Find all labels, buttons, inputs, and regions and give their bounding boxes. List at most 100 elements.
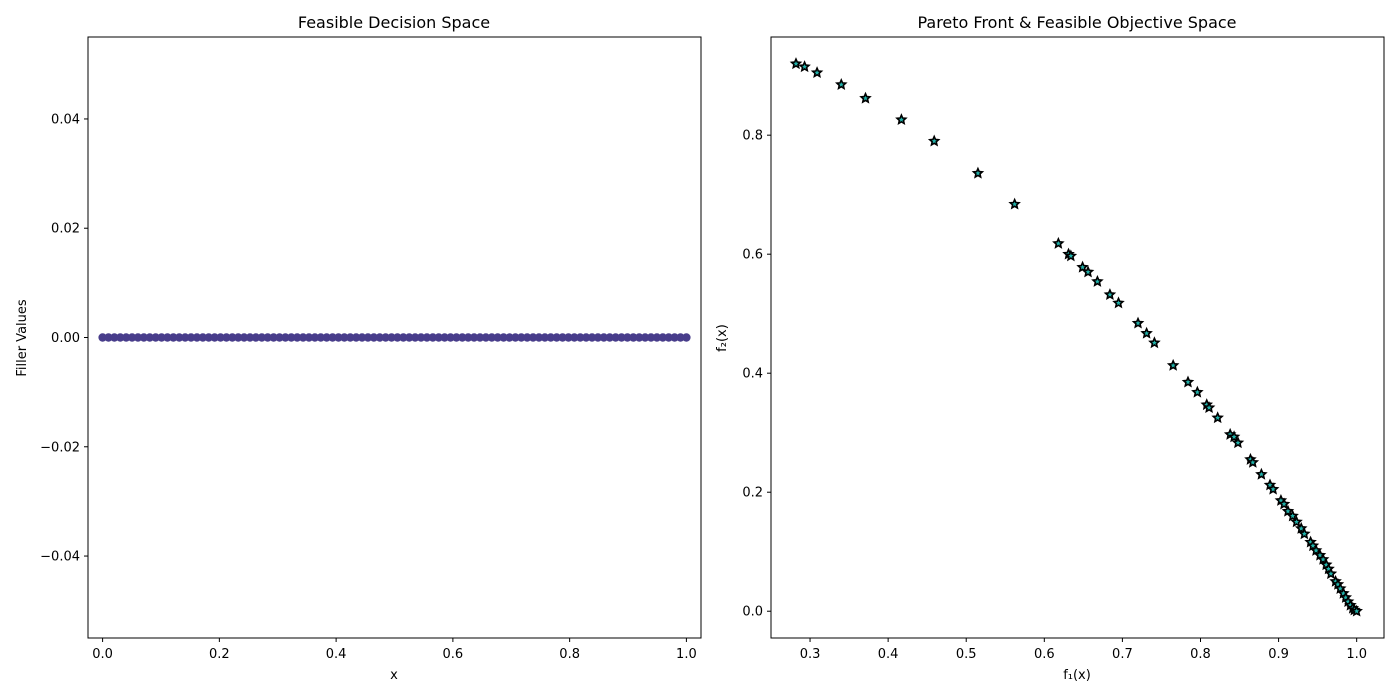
- data-point: [157, 333, 166, 342]
- data-point: [245, 333, 255, 342]
- data-point: [623, 333, 632, 342]
- data-point: [440, 333, 449, 342]
- y-tick-label: 0.2: [742, 486, 763, 501]
- y-tick-label: −0.04: [40, 550, 80, 565]
- data-point: [570, 333, 579, 342]
- data-point: [416, 333, 426, 342]
- data-point: [139, 333, 149, 342]
- pareto-point: [814, 70, 820, 75]
- data-point: [169, 333, 178, 342]
- data-point: [210, 333, 219, 342]
- data-point: [133, 333, 143, 342]
- objective-space-chart: Pareto Front & Feasible Objective Space …: [715, 13, 1385, 683]
- data-point: [363, 333, 373, 342]
- data-point: [546, 333, 555, 342]
- data-point: [104, 333, 113, 342]
- data-point: [298, 333, 308, 342]
- pareto-point: [1290, 513, 1296, 519]
- pareto-point: [1107, 292, 1113, 297]
- y-tick-label: 0.4: [742, 367, 763, 382]
- data-point: [522, 333, 532, 342]
- data-point: [269, 333, 278, 342]
- pareto-point: [1116, 300, 1121, 306]
- pareto-point: [1068, 253, 1074, 259]
- objective-space-title: Pareto Front & Feasible Objective Space: [917, 13, 1236, 32]
- data-point: [581, 333, 591, 342]
- data-point: [428, 333, 438, 342]
- data-point: [328, 333, 337, 342]
- y-tick-label: 0.0: [742, 605, 763, 620]
- x-tick-label: 0.5: [956, 647, 977, 662]
- data-point: [617, 333, 626, 342]
- data-point: [517, 333, 526, 342]
- pareto-point: [1170, 362, 1176, 368]
- decision-space-title: Feasible Decision Space: [298, 13, 490, 32]
- data-point: [121, 333, 131, 342]
- pareto-point: [1310, 543, 1316, 548]
- data-point: [593, 333, 603, 342]
- data-point: [528, 333, 538, 342]
- data-point: [239, 333, 249, 342]
- data-point: [234, 333, 243, 342]
- data-point: [605, 333, 614, 342]
- pareto-point: [1281, 501, 1287, 507]
- data-point: [410, 333, 420, 342]
- data-point: [458, 333, 467, 342]
- objective-space-xlabel: f₁(x): [1063, 668, 1091, 683]
- pareto-point: [1215, 415, 1221, 420]
- y-tick-label: 0.8: [742, 129, 763, 144]
- data-point: [635, 333, 644, 342]
- pareto-point: [802, 64, 808, 69]
- data-point: [127, 333, 137, 342]
- data-point: [175, 333, 184, 342]
- data-point: [110, 333, 119, 342]
- data-point: [322, 333, 331, 342]
- y-tick-label: 0.04: [51, 112, 80, 127]
- x-tick-label: 0.0: [92, 647, 113, 662]
- data-point: [310, 333, 320, 342]
- pareto-point: [1301, 531, 1307, 536]
- data-point: [222, 333, 231, 342]
- data-point: [163, 333, 172, 342]
- data-point: [228, 333, 237, 342]
- pareto-point: [1055, 240, 1061, 246]
- data-point: [499, 333, 508, 342]
- data-point: [316, 333, 325, 342]
- data-point: [469, 333, 479, 342]
- decision-space-marks: [98, 333, 691, 342]
- pareto-point: [1278, 497, 1284, 503]
- data-point: [375, 333, 384, 342]
- pareto-point: [931, 138, 937, 144]
- data-point: [564, 333, 573, 342]
- data-point: [198, 333, 208, 342]
- data-point: [387, 333, 396, 342]
- data-point: [676, 333, 685, 342]
- x-tick-label: 0.4: [878, 647, 899, 662]
- pareto-point: [1194, 389, 1200, 395]
- pareto-point: [1012, 201, 1018, 207]
- data-point: [151, 333, 160, 342]
- data-point: [599, 333, 609, 342]
- data-point: [263, 333, 272, 342]
- data-point: [540, 333, 550, 342]
- pareto-point: [1185, 379, 1191, 385]
- pareto-point: [1231, 434, 1237, 439]
- data-point: [369, 333, 379, 342]
- data-point: [493, 333, 502, 342]
- pareto-point: [975, 170, 981, 176]
- data-point: [281, 333, 290, 342]
- pareto-point: [1206, 405, 1212, 410]
- pareto-point: [838, 82, 844, 87]
- pareto-point: [1317, 552, 1323, 558]
- pareto-point: [793, 61, 799, 66]
- pareto-point: [863, 95, 868, 101]
- pareto-point: [1320, 556, 1326, 562]
- y-tick-label: 0.00: [51, 331, 80, 346]
- data-point: [393, 333, 402, 342]
- pareto-point: [1294, 519, 1300, 525]
- data-point: [216, 333, 225, 342]
- data-point: [287, 333, 296, 342]
- pareto-point: [1085, 269, 1091, 275]
- data-point: [434, 333, 443, 342]
